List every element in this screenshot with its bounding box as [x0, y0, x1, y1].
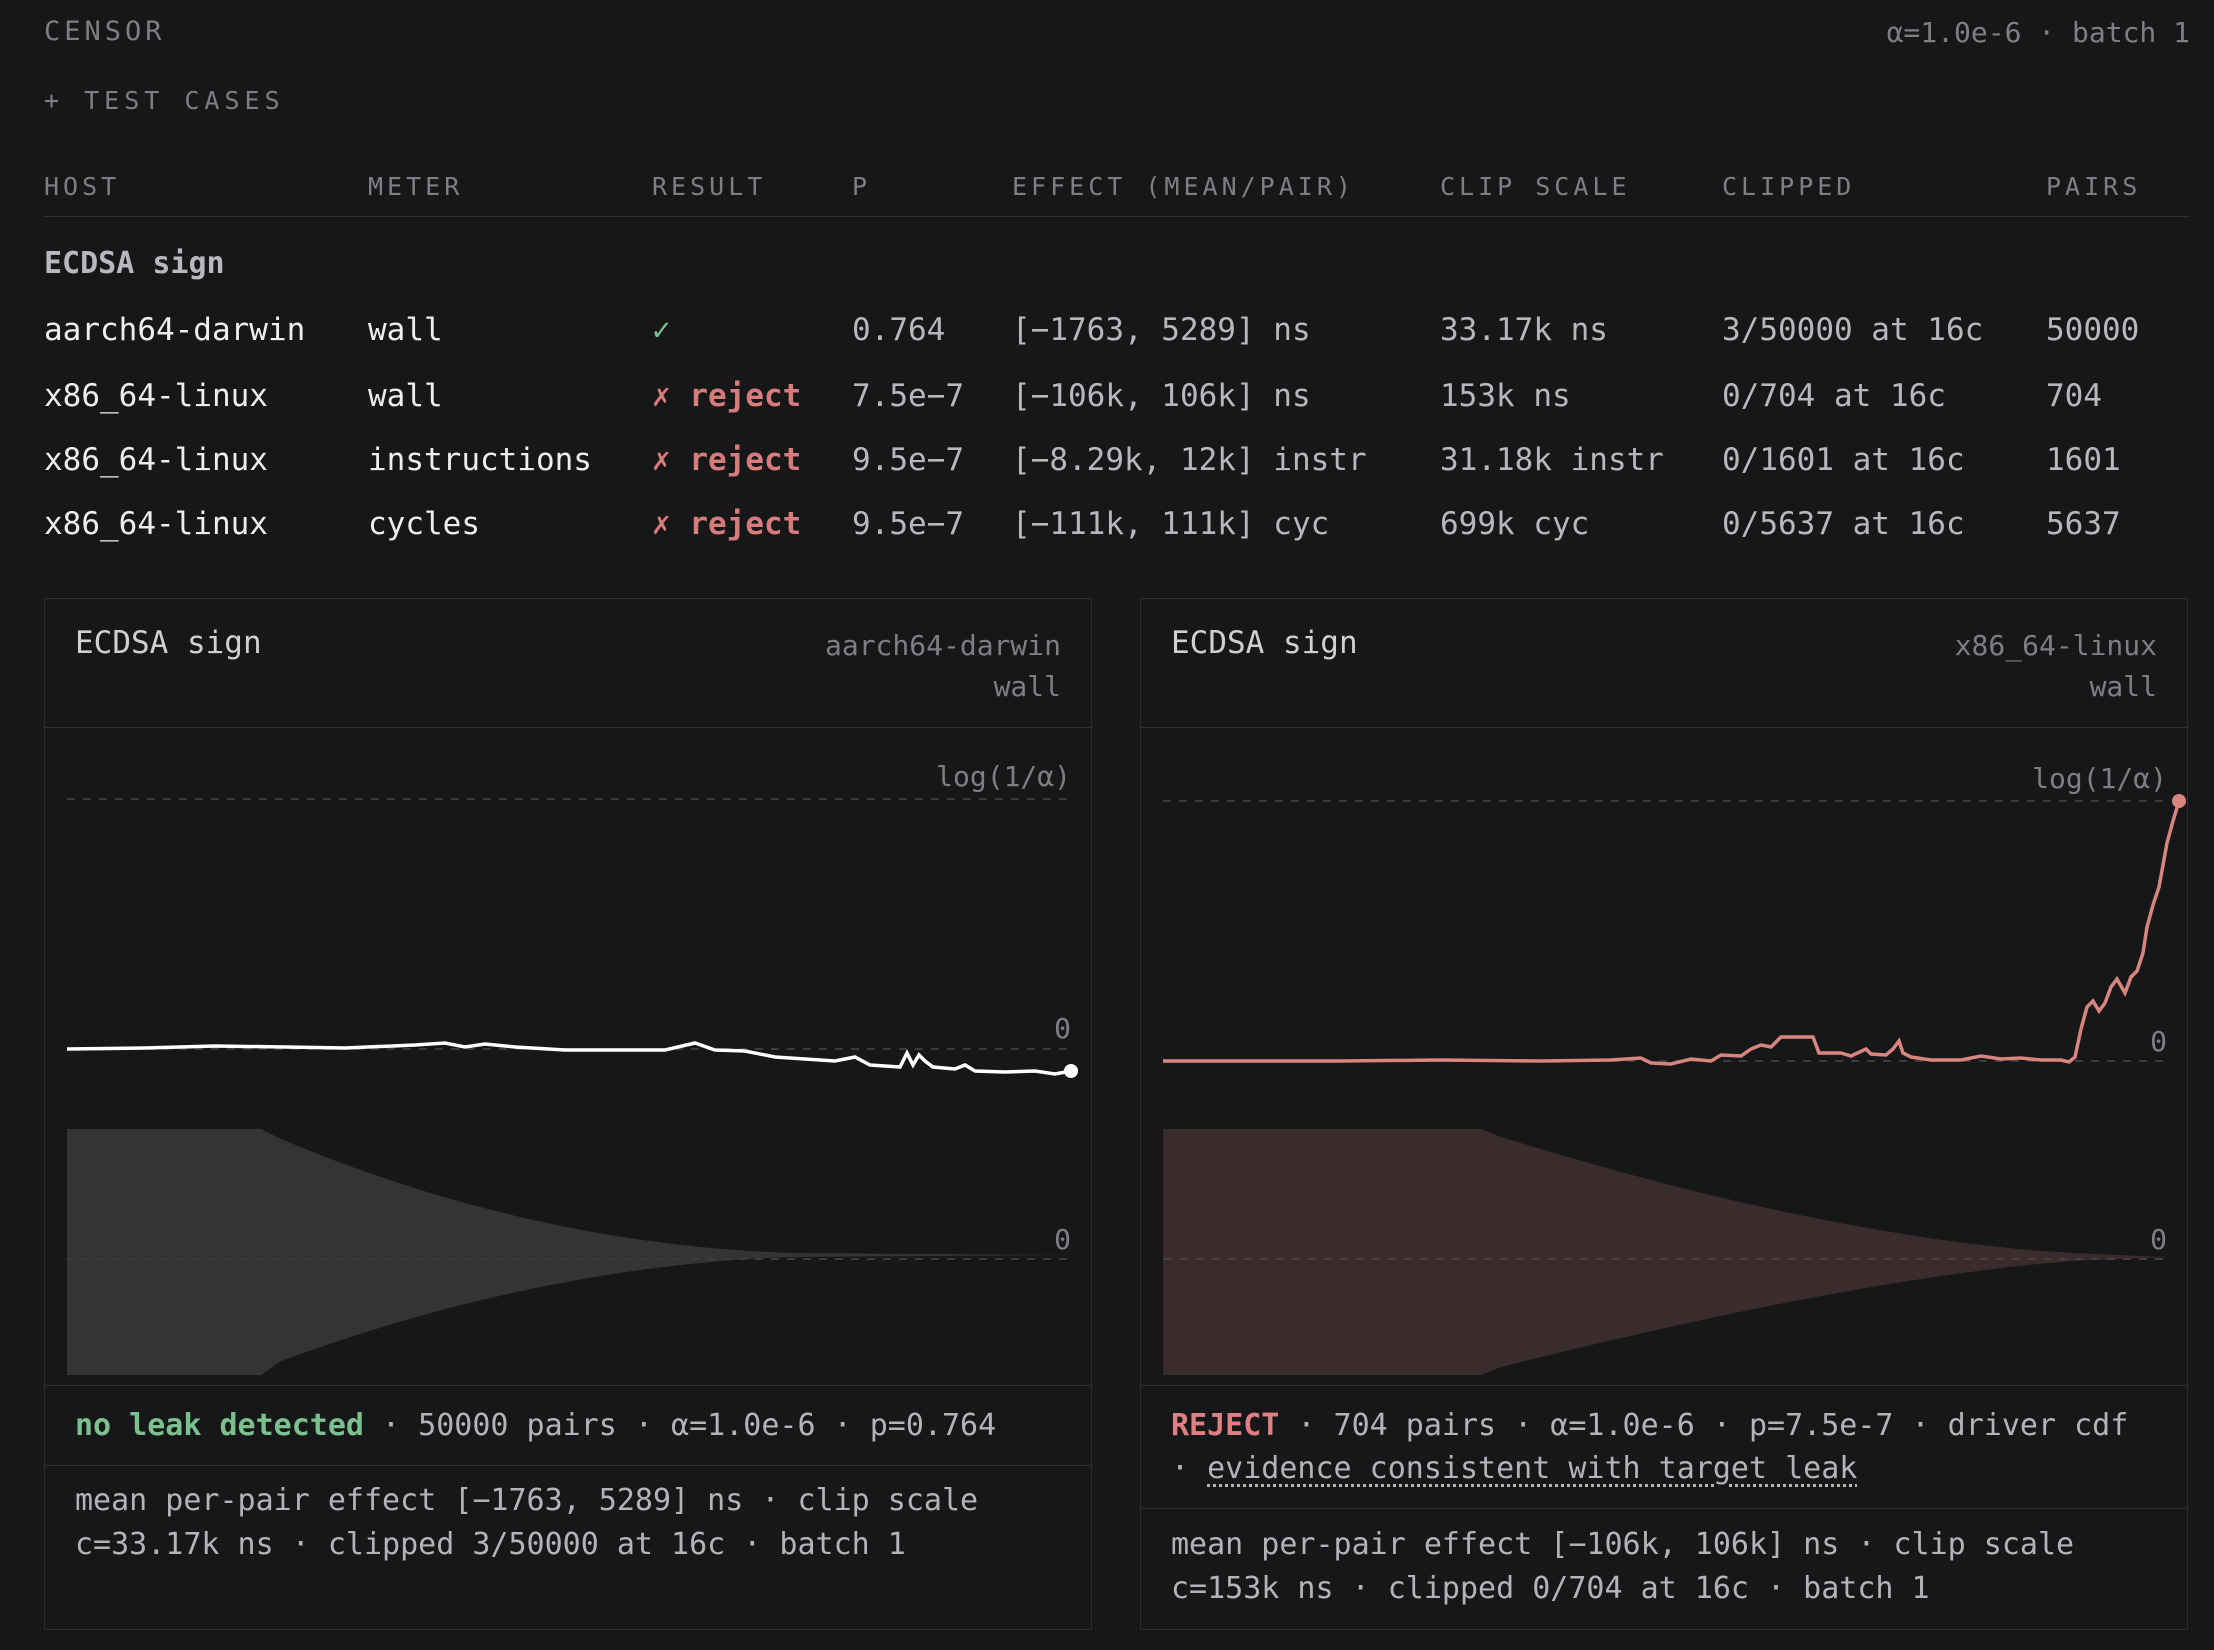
panel-meter: wall	[993, 670, 1061, 703]
detail-line-1: mean per-pair effect [−1763, 5289] ns · …	[75, 1483, 979, 1518]
threshold-label: log(1/α)	[2032, 762, 2167, 795]
cell-meter: instructions	[368, 442, 592, 478]
cell-effect: [−8.29k, 12k] instr	[1012, 442, 1367, 478]
cell-host: x86_64-linux	[44, 442, 268, 478]
app-title: CENSOR	[44, 16, 166, 47]
col-meter-header[interactable]: METER	[368, 172, 464, 201]
status-text: no leak detected	[75, 1408, 364, 1443]
group-title: ECDSA sign	[44, 246, 225, 281]
col-pairs-header[interactable]: PAIRS	[2046, 172, 2142, 201]
detail-line-2: c=33.17k ns · clipped 3/50000 at 16c · b…	[75, 1527, 906, 1562]
cell-p: 0.764	[852, 312, 946, 348]
cell-result: ✗ reject	[652, 442, 802, 478]
top-bar: CENSOR α=1.0e-6 · batch 1	[44, 14, 2190, 54]
table-row[interactable]: aarch64-darwin wall ✓ 0.764 [−1763, 5289] ns…	[44, 298, 2190, 362]
cell-pairs: 704	[2046, 378, 2102, 414]
cell-effect: [−1763, 5289] ns	[1012, 312, 1311, 348]
col-p-header[interactable]: P	[852, 172, 872, 201]
panel-title: ECDSA sign	[1171, 625, 1358, 661]
col-effect-header[interactable]: EFFECT (MEAN/PAIR)	[1012, 172, 1355, 201]
cell-meter: cycles	[368, 506, 480, 542]
status-text: REJECT	[1171, 1408, 1280, 1443]
cell-host: x86_64-linux	[44, 378, 268, 414]
table-row[interactable]: x86_64-linux wall ✗ reject 7.5e−7 [−106k, 10…	[44, 364, 2190, 428]
detail-line-2: c=153k ns · clipped 0/704 at 16c · batch…	[1171, 1571, 1930, 1606]
threshold-label: log(1/α)	[936, 760, 1071, 793]
col-result-header[interactable]: RESULT	[652, 172, 767, 201]
cell-pairs: 50000	[2046, 312, 2140, 348]
cell-meter: wall	[368, 378, 443, 414]
cell-clipped: 0/5637 at 16c	[1722, 506, 1965, 542]
table-row[interactable]: x86_64-linux cycles ✗ reject 9.5e−7 [−111k, …	[44, 492, 2190, 556]
evidence-endpoint	[2172, 794, 2186, 808]
cell-p: 9.5e−7	[852, 506, 964, 542]
col-clip-scale-header[interactable]: CLIP SCALE	[1440, 172, 1631, 201]
effect-band	[67, 1129, 1071, 1375]
panel-host: x86_64-linux	[1954, 629, 2157, 662]
cell-clipped: 0/1601 at 16c	[1722, 442, 1965, 478]
table-header: HOST METER RESULT P EFFECT (MEAN/PAIR) C…	[44, 166, 2190, 217]
evidence-chart: log(1/α) 0 0	[1163, 762, 2186, 1375]
summary-text: · 704 pairs · α=1.0e-6 · p=7.5e-7 · driv…	[1171, 1408, 2129, 1486]
col-host-header[interactable]: HOST	[44, 172, 121, 201]
cell-meter: wall	[368, 312, 443, 348]
chart-panel-aarch64-wall: ECDSA sign aarch64-darwin wall log(1/α) …	[44, 598, 1092, 1630]
evidence-endpoint	[1064, 1064, 1078, 1078]
panel-host-meter: aarch64-darwin wall	[825, 625, 1061, 707]
panel-status-summary: REJECT · 704 pairs · α=1.0e-6 · p=7.5e-7…	[1141, 1385, 2187, 1509]
cell-pairs: 1601	[2046, 442, 2121, 478]
zero-label: 0	[2150, 1025, 2167, 1058]
evidence-link[interactable]: evidence consistent with target leak	[1207, 1451, 1858, 1486]
panel-meter: wall	[2089, 670, 2157, 703]
panel-status-summary: no leak detected · 50000 pairs · α=1.0e-…	[45, 1385, 1091, 1466]
cell-clip-scale: 699k cyc	[1440, 506, 1590, 542]
cell-clip-scale: 153k ns	[1440, 378, 1571, 414]
cell-host: aarch64-darwin	[44, 312, 306, 348]
run-meta: α=1.0e-6 · batch 1	[1886, 16, 2190, 49]
cell-effect: [−111k, 111k] cyc	[1012, 506, 1330, 542]
panel-host-meter: x86_64-linux wall	[1955, 625, 2157, 707]
cell-result: ✗ reject	[652, 506, 802, 542]
cell-result: ✗ reject	[652, 378, 802, 414]
zero-label: 0	[1054, 1012, 1071, 1045]
cell-effect: [−106k, 106k] ns	[1012, 378, 1311, 414]
cell-result: ✓	[652, 312, 671, 348]
results-table: HOST METER RESULT P EFFECT (MEAN/PAIR) C…	[44, 166, 2190, 217]
panel-host: aarch64-darwin	[824, 629, 1061, 662]
effect-band	[1163, 1129, 2167, 1375]
panel-detail: mean per-pair effect [−1763, 5289] ns · …	[75, 1479, 1061, 1567]
panel-detail: mean per-pair effect [−106k, 106k] ns · …	[1171, 1523, 2157, 1611]
cell-host: x86_64-linux	[44, 506, 268, 542]
detail-line-1: mean per-pair effect [−106k, 106k] ns · …	[1171, 1527, 2075, 1562]
col-clipped-header[interactable]: CLIPPED	[1722, 172, 1856, 201]
summary-text: · 50000 pairs · α=1.0e-6 · p=0.764	[363, 1408, 997, 1443]
evidence-line	[66, 1041, 1072, 1076]
cell-clipped: 3/50000 at 16c	[1722, 312, 1984, 348]
cell-pairs: 5637	[2046, 506, 2121, 542]
cell-clip-scale: 31.18k instr	[1440, 442, 1664, 478]
table-row[interactable]: x86_64-linux instructions ✗ reject 9.5e−7 [−…	[44, 428, 2190, 492]
add-test-cases-button[interactable]: + TEST CASES	[44, 86, 285, 115]
panel-header: ECDSA sign x86_64-linux wall	[1141, 599, 2187, 728]
cell-p: 9.5e−7	[852, 442, 964, 478]
band-zero-label: 0	[1054, 1223, 1071, 1256]
evidence-chart: log(1/α) 0 0	[66, 760, 1078, 1375]
cell-p: 7.5e−7	[852, 378, 964, 414]
panel-header: ECDSA sign aarch64-darwin wall	[45, 599, 1091, 728]
panel-title: ECDSA sign	[75, 625, 262, 661]
evidence-line	[1163, 800, 2181, 1066]
band-zero-label: 0	[2150, 1223, 2167, 1256]
cell-clipped: 0/704 at 16c	[1722, 378, 1946, 414]
cell-clip-scale: 33.17k ns	[1440, 312, 1608, 348]
chart-panel-x86-wall: ECDSA sign x86_64-linux wall log(1/α) 0 …	[1140, 598, 2188, 1630]
